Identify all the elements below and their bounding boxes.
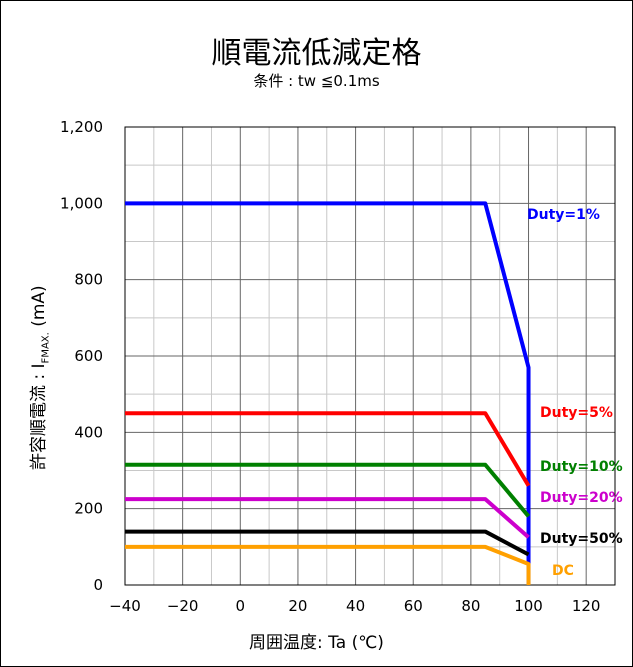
series-line xyxy=(125,201,531,585)
x-tick-label: 120 xyxy=(572,597,601,615)
y-tick-label: 0 xyxy=(93,576,103,594)
chart-subtitle: 条件 : tw ≦0.1ms xyxy=(253,72,380,90)
x-tick-label: −40 xyxy=(109,597,141,615)
y-tick-label: 800 xyxy=(74,271,103,289)
y-tick-label: 400 xyxy=(74,423,103,441)
series-line xyxy=(125,544,531,585)
x-tick-label: −20 xyxy=(167,597,199,615)
y-tick-label: 1,000 xyxy=(60,194,103,212)
series-label: Duty=20% xyxy=(540,490,623,506)
series-label: Duty=50% xyxy=(540,531,623,547)
series-line xyxy=(125,529,530,557)
series-label: Duty=5% xyxy=(540,405,613,421)
x-tick-label: 60 xyxy=(404,597,423,615)
y-tick-label: 200 xyxy=(74,500,103,518)
series-label: DC xyxy=(552,563,574,579)
x-tick-label: 20 xyxy=(288,597,307,615)
x-tick-label: 40 xyxy=(346,597,365,615)
x-axis-label: 周囲温度: Ta (℃) xyxy=(249,633,384,653)
series-label: Duty=10% xyxy=(540,459,623,475)
x-tick-label: 100 xyxy=(514,597,543,615)
y-tick-label: 1,200 xyxy=(60,118,103,136)
chart-title: 順電流低減定格 xyxy=(211,36,422,71)
y-tick-label: 600 xyxy=(74,347,103,365)
series-label: Duty=1% xyxy=(527,207,600,223)
x-tick-label: 0 xyxy=(236,597,246,615)
plot-area-border xyxy=(124,126,616,586)
series-line xyxy=(125,462,531,518)
series-line xyxy=(125,411,531,487)
series-line xyxy=(125,497,530,539)
x-tick-label: 80 xyxy=(461,597,480,615)
